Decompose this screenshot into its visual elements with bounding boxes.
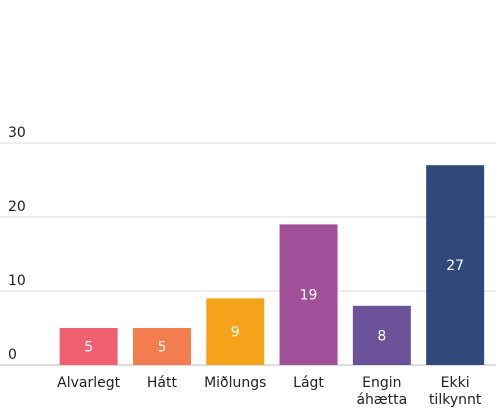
x-tick-label: Lágt (293, 375, 324, 391)
value-label: 5 (84, 340, 93, 356)
value-label: 5 (157, 340, 166, 356)
value-label: 8 (377, 328, 386, 344)
x-tick-label: Miðlungs (204, 375, 267, 391)
y-tick-label: 10 (8, 273, 26, 289)
x-tick-label: Engin áhætta (356, 375, 408, 408)
bar (426, 165, 485, 365)
x-tick-label: Ekki tilkynnt (428, 375, 482, 408)
bar (59, 328, 118, 365)
value-label: 27 (446, 258, 464, 274)
y-tick-label: 20 (8, 199, 26, 215)
bar (279, 224, 338, 365)
value-label: 9 (231, 325, 240, 341)
bar (132, 328, 191, 365)
x-tick-label: Alvarlegt (57, 375, 121, 391)
y-tick-label: 0 (8, 347, 17, 363)
y-tick-label: 30 (8, 125, 26, 141)
value-label: 19 (300, 288, 318, 304)
x-tick-label: Hátt (146, 375, 177, 391)
bar (206, 298, 265, 365)
bar (352, 305, 411, 365)
